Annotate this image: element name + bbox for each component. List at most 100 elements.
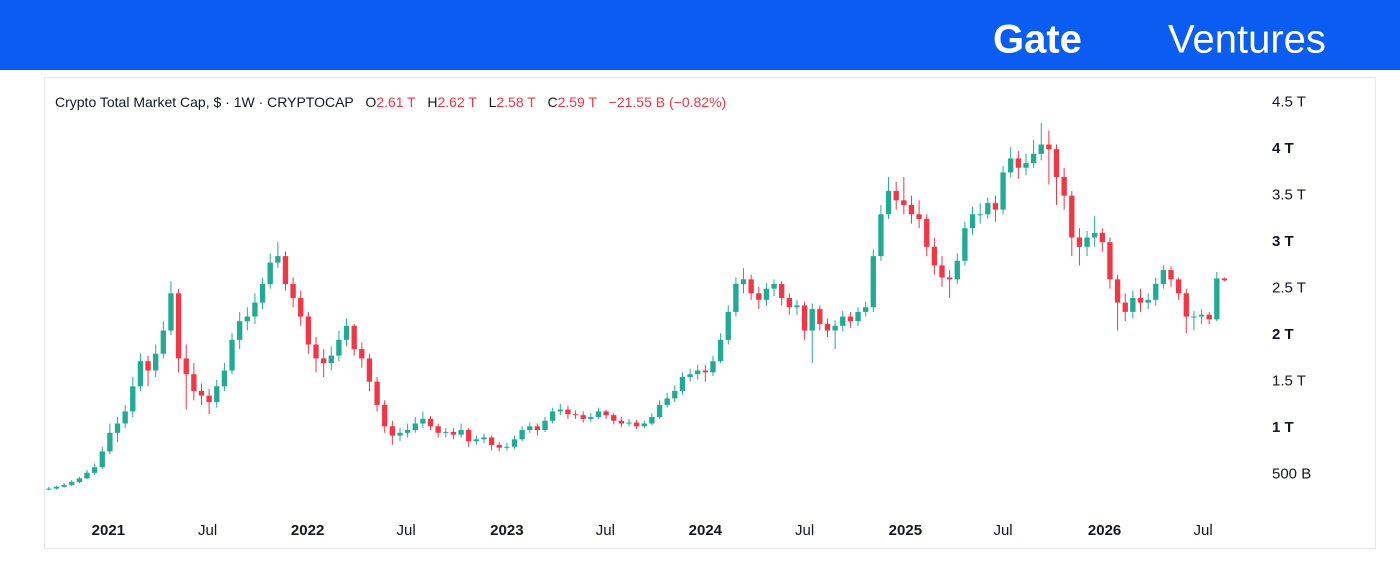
- candle-body: [992, 203, 999, 210]
- candle-body: [954, 260, 960, 280]
- candle-body: [725, 311, 731, 340]
- candle-body: [717, 339, 724, 362]
- legend-key: H: [427, 94, 437, 110]
- candle-body: [496, 444, 502, 448]
- candle-body: [1038, 144, 1044, 154]
- candle-body: [252, 302, 258, 317]
- candle-body: [985, 203, 991, 215]
- candle-body: [649, 417, 655, 424]
- x-tick-label: Jul: [596, 522, 615, 539]
- candle-body: [214, 386, 220, 403]
- candle-body: [69, 482, 75, 485]
- candle-body: [420, 418, 426, 424]
- candle-body: [466, 430, 472, 442]
- candle-body: [275, 256, 281, 263]
- candle-body: [962, 228, 968, 261]
- candle-body: [1046, 144, 1052, 150]
- logo-name: Ventures: [1168, 18, 1326, 62]
- candle-body: [229, 339, 235, 371]
- banner: [0, 0, 1400, 70]
- candle-body: [542, 420, 548, 431]
- candle-body: [855, 311, 861, 322]
- candle-body: [351, 325, 357, 350]
- candle-body: [1183, 293, 1189, 317]
- candle-body: [1160, 270, 1167, 285]
- candle-body: [588, 417, 594, 419]
- candle-body: [878, 214, 884, 257]
- candle-body: [817, 309, 823, 325]
- candle-body: [473, 439, 479, 442]
- candle-body: [267, 262, 273, 285]
- candle-body: [565, 409, 571, 415]
- candle-body: [84, 472, 90, 479]
- candle-body: [191, 374, 197, 391]
- candle-body: [343, 325, 350, 340]
- candle-body: [847, 316, 854, 322]
- candle-body: [198, 390, 205, 396]
- candle-body: [61, 484, 67, 487]
- legend-value: 2.59 T: [558, 94, 598, 110]
- candle-body: [794, 305, 800, 308]
- candle-body: [801, 305, 808, 331]
- candle-body: [580, 415, 586, 419]
- candle-body: [328, 355, 334, 364]
- candle-body: [786, 297, 792, 308]
- candle-body: [702, 370, 709, 373]
- candle-body: [1175, 279, 1182, 294]
- candle-body: [137, 361, 144, 387]
- candle-body: [511, 439, 518, 447]
- candle-body: [412, 423, 418, 431]
- candle-body: [969, 214, 976, 229]
- candle-body: [160, 330, 166, 354]
- x-tick-label: Jul: [795, 522, 814, 539]
- candle-body: [656, 404, 663, 418]
- candle-body: [1099, 232, 1105, 243]
- candle-body: [870, 256, 876, 308]
- logo-brand: Gate: [993, 18, 1082, 62]
- candle-body: [1030, 153, 1037, 164]
- candle-body: [885, 191, 892, 215]
- candle-body: [1015, 158, 1022, 168]
- candle-body: [1114, 279, 1121, 303]
- candle-body: [221, 370, 228, 387]
- candle-body: [320, 358, 327, 364]
- candle-body: [641, 423, 647, 427]
- y-tick-label: 3.5 T: [1272, 187, 1306, 204]
- candle-body: [290, 284, 296, 298]
- candle-body: [481, 437, 487, 440]
- y-tick-label: 1.5 T: [1272, 373, 1306, 390]
- candle-body: [840, 316, 846, 326]
- x-tick-label: 2025: [889, 522, 922, 539]
- legend-key: C: [547, 94, 557, 110]
- candle-body: [633, 422, 640, 427]
- candle-body: [53, 486, 60, 489]
- candle-body: [1168, 270, 1174, 280]
- candle-body: [1122, 302, 1128, 312]
- y-tick-label: 4 T: [1272, 140, 1294, 157]
- candle-body: [924, 218, 930, 247]
- candle-body: [1206, 314, 1212, 320]
- candle-body: [114, 423, 121, 433]
- candle-body: [977, 214, 983, 216]
- y-tick-label: 3 T: [1272, 233, 1294, 250]
- candle-body: [618, 420, 625, 424]
- legend-value: 2.58 T: [496, 94, 536, 110]
- candle-body: [1023, 163, 1029, 168]
- candle-body: [695, 370, 701, 375]
- candle-body: [672, 390, 678, 399]
- candle-body: [404, 430, 411, 433]
- candle-body: [443, 431, 449, 433]
- candle-body: [549, 411, 556, 421]
- candle-body: [748, 279, 754, 294]
- candle-body: [389, 426, 396, 436]
- legend-change: −21.55 B (−0.82%): [609, 94, 727, 110]
- candle-body: [458, 430, 464, 435]
- candle-body: [76, 478, 83, 483]
- candle-body: [183, 358, 189, 375]
- candle-body: [756, 293, 762, 300]
- candle-body: [305, 316, 312, 345]
- x-tick-label: Jul: [1193, 522, 1212, 539]
- candle-body: [1000, 172, 1006, 210]
